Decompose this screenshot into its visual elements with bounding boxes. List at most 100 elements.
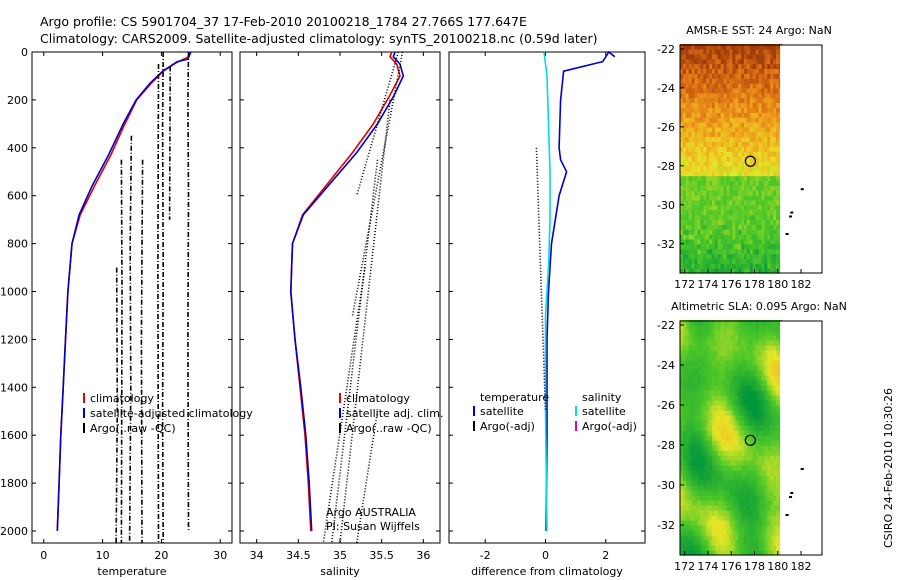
map-cell: [738, 430, 742, 436]
map-cell: [714, 465, 719, 471]
map-cell: [685, 136, 690, 143]
map-cell: [717, 440, 722, 446]
map-cell: [706, 185, 710, 191]
map-cell: [712, 180, 716, 186]
map-cell: [758, 490, 763, 496]
map-cell: [703, 435, 707, 441]
map-cell: [700, 490, 704, 496]
map-cell: [723, 440, 728, 446]
map-cell: [717, 365, 722, 371]
map-cell: [703, 405, 707, 411]
map-cell: [735, 253, 739, 259]
map-cell: [767, 415, 771, 421]
map-cell: [714, 92, 719, 99]
map-cell: [714, 234, 719, 240]
map-cell: [755, 107, 760, 113]
map-cell: [744, 238, 748, 245]
x-tick-label: 35: [333, 549, 347, 562]
map-cell: [741, 325, 745, 331]
map-cell: [709, 180, 713, 186]
map-cell: [726, 107, 731, 113]
map-cell: [749, 146, 754, 152]
map-cell: [752, 107, 757, 113]
map-cell: [688, 83, 693, 89]
map-cell: [723, 540, 728, 546]
map-cell: [758, 195, 763, 201]
map-cell: [709, 545, 713, 551]
map-cell: [709, 495, 713, 501]
map-cell: [688, 405, 693, 411]
map-cell: [744, 63, 748, 69]
map-cell: [735, 126, 739, 133]
map-cell: [738, 495, 742, 501]
map-cell: [706, 465, 710, 471]
map-cell: [758, 395, 763, 401]
map-cell: [726, 500, 731, 506]
map-cell: [732, 107, 736, 113]
map-cell: [712, 500, 716, 506]
map-cell: [764, 545, 768, 551]
map-cell: [703, 480, 707, 486]
map-cell: [714, 420, 719, 426]
map-cell: [682, 180, 687, 186]
map-cell: [749, 510, 754, 516]
map-cell: [694, 325, 698, 331]
map-cell: [697, 320, 701, 326]
map-cell: [706, 165, 710, 172]
map-cell: [735, 530, 739, 536]
map-cell: [706, 410, 710, 416]
map-cell: [712, 219, 716, 225]
map-cell: [735, 238, 739, 245]
map-cell: [767, 126, 771, 133]
map-cell: [744, 190, 748, 196]
map-cell: [735, 540, 739, 546]
map-cell: [758, 141, 763, 147]
map-cell: [720, 238, 725, 245]
map-cell: [682, 460, 687, 466]
map-cell: [770, 219, 774, 225]
map-cell: [746, 535, 751, 541]
map-cell: [732, 355, 736, 361]
map-cell: [703, 175, 707, 182]
map-cell: [738, 58, 742, 65]
map-cell: [741, 350, 745, 356]
map-cell: [709, 126, 713, 133]
map-cell: [714, 500, 719, 506]
map-cell: [764, 325, 768, 331]
map-cell: [741, 445, 745, 451]
map-cell: [729, 485, 733, 491]
map-cell: [703, 375, 707, 381]
map-cell: [680, 268, 684, 274]
map-cell: [712, 520, 716, 526]
map-cell: [752, 410, 757, 416]
map-cell: [706, 540, 710, 546]
map-cell: [703, 58, 707, 65]
map-cell: [680, 234, 684, 240]
map-cell: [776, 465, 780, 471]
map-cell: [688, 229, 693, 235]
map-cell: [706, 175, 710, 182]
map-cell: [746, 420, 751, 426]
map-cell: [694, 435, 698, 441]
map-cell: [758, 340, 763, 346]
map-cell: [717, 131, 722, 138]
map-cell: [741, 365, 745, 371]
map-cell: [720, 425, 725, 431]
map-cell: [706, 515, 710, 521]
map-cell: [749, 234, 754, 240]
map-cell: [694, 234, 698, 240]
map-cell: [717, 92, 722, 99]
map-cell: [729, 204, 733, 211]
map-cell: [691, 126, 696, 133]
map-cell: [741, 480, 745, 486]
map-cell: [717, 253, 722, 259]
map-cell: [726, 450, 731, 456]
map-cell: [755, 405, 760, 411]
map-cell: [688, 58, 693, 65]
map-cell: [706, 146, 710, 152]
map-cell: [738, 385, 742, 391]
map-cell: [694, 530, 698, 536]
map-cell: [685, 485, 690, 491]
map-cell: [691, 345, 696, 351]
map-cell: [741, 450, 745, 456]
